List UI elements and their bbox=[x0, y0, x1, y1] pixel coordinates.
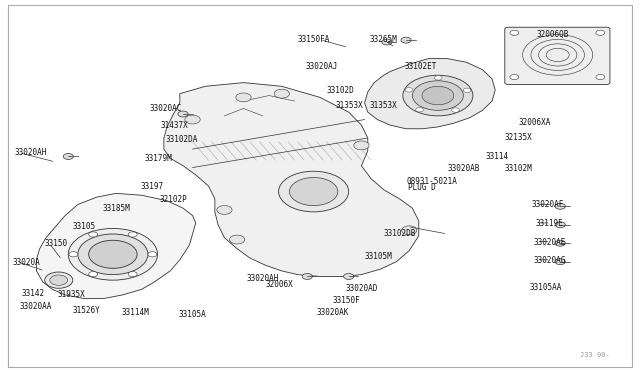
Polygon shape bbox=[164, 83, 419, 276]
Text: 31353X: 31353X bbox=[336, 101, 364, 110]
Text: 33185M: 33185M bbox=[102, 203, 130, 213]
Text: 33119E: 33119E bbox=[536, 219, 563, 228]
Circle shape bbox=[435, 76, 442, 80]
Text: 33142: 33142 bbox=[22, 289, 45, 298]
Text: 31437X: 31437X bbox=[161, 121, 188, 129]
Circle shape bbox=[555, 259, 565, 264]
Text: 33265M: 33265M bbox=[370, 35, 397, 44]
Text: 33114: 33114 bbox=[486, 152, 509, 161]
Text: 33020AG: 33020AG bbox=[534, 256, 566, 265]
Circle shape bbox=[89, 232, 98, 237]
Text: 33020AJ: 33020AJ bbox=[306, 61, 339, 71]
Text: 33020AK: 33020AK bbox=[316, 308, 349, 317]
Circle shape bbox=[236, 93, 251, 102]
Text: 33105: 33105 bbox=[73, 222, 96, 231]
Circle shape bbox=[382, 39, 392, 45]
Text: 33020AA: 33020AA bbox=[19, 302, 52, 311]
Circle shape bbox=[354, 141, 369, 150]
Text: 32006X: 32006X bbox=[266, 280, 294, 289]
Circle shape bbox=[555, 222, 565, 228]
Circle shape bbox=[278, 171, 349, 212]
Circle shape bbox=[510, 30, 519, 35]
Circle shape bbox=[596, 74, 605, 80]
Circle shape bbox=[128, 232, 137, 237]
Text: 31526Y: 31526Y bbox=[73, 306, 100, 315]
Text: 33105A: 33105A bbox=[179, 310, 206, 319]
Text: 31353X: 31353X bbox=[370, 101, 397, 110]
Circle shape bbox=[128, 272, 137, 277]
Text: 33102M: 33102M bbox=[505, 164, 532, 173]
Circle shape bbox=[289, 177, 338, 206]
Text: 33020A: 33020A bbox=[13, 258, 40, 267]
Circle shape bbox=[45, 272, 73, 288]
Circle shape bbox=[274, 89, 289, 98]
Circle shape bbox=[416, 108, 424, 112]
Text: J33 00-: J33 00- bbox=[580, 352, 610, 358]
Circle shape bbox=[555, 203, 565, 209]
Circle shape bbox=[185, 115, 200, 124]
Text: 32102P: 32102P bbox=[159, 195, 187, 204]
Text: 33020AH: 33020AH bbox=[14, 148, 47, 157]
Circle shape bbox=[89, 240, 137, 268]
Polygon shape bbox=[36, 193, 196, 299]
Text: 33179M: 33179M bbox=[145, 154, 173, 163]
Circle shape bbox=[344, 273, 354, 279]
Circle shape bbox=[217, 206, 232, 214]
Circle shape bbox=[68, 228, 157, 280]
Text: 33150: 33150 bbox=[45, 239, 68, 248]
Text: PLUG D: PLUG D bbox=[408, 183, 436, 192]
Circle shape bbox=[69, 252, 78, 257]
Circle shape bbox=[510, 74, 519, 80]
Text: 33102D: 33102D bbox=[326, 86, 354, 94]
Circle shape bbox=[89, 272, 98, 277]
Circle shape bbox=[178, 111, 188, 117]
Circle shape bbox=[422, 86, 454, 105]
Text: 33020AH: 33020AH bbox=[246, 274, 279, 283]
Circle shape bbox=[401, 226, 417, 235]
FancyBboxPatch shape bbox=[505, 27, 610, 84]
Circle shape bbox=[302, 273, 312, 279]
Text: 33020AD: 33020AD bbox=[346, 284, 378, 293]
Text: 33102DA: 33102DA bbox=[166, 135, 198, 144]
Text: 08931-5021A: 08931-5021A bbox=[406, 177, 457, 186]
Text: 32006XA: 32006XA bbox=[519, 118, 551, 127]
Text: 33197: 33197 bbox=[140, 182, 163, 191]
Text: 33150F: 33150F bbox=[333, 296, 360, 305]
Text: 33102ET: 33102ET bbox=[404, 61, 436, 71]
Circle shape bbox=[596, 30, 605, 35]
Circle shape bbox=[555, 240, 565, 246]
Polygon shape bbox=[365, 59, 495, 129]
Circle shape bbox=[401, 37, 411, 43]
Text: 32135X: 32135X bbox=[505, 133, 532, 142]
Text: 33020AC: 33020AC bbox=[149, 104, 182, 113]
Text: 33020AB: 33020AB bbox=[447, 164, 480, 173]
Circle shape bbox=[148, 252, 157, 257]
Circle shape bbox=[412, 81, 463, 110]
Circle shape bbox=[78, 234, 148, 275]
Circle shape bbox=[405, 88, 413, 92]
Text: 33114M: 33114M bbox=[121, 308, 149, 317]
Circle shape bbox=[452, 108, 460, 112]
Text: 33020AF: 33020AF bbox=[532, 200, 564, 209]
Text: 33150FA: 33150FA bbox=[298, 35, 330, 44]
Circle shape bbox=[63, 154, 74, 160]
Text: 33102DB: 33102DB bbox=[384, 230, 416, 238]
Text: 33020AE: 33020AE bbox=[534, 238, 566, 247]
Text: 32006QB: 32006QB bbox=[537, 30, 569, 39]
Circle shape bbox=[230, 235, 245, 244]
Text: 33105M: 33105M bbox=[365, 252, 392, 262]
Text: 33105AA: 33105AA bbox=[529, 283, 561, 292]
Circle shape bbox=[50, 275, 68, 285]
Circle shape bbox=[463, 88, 471, 93]
Circle shape bbox=[403, 75, 473, 116]
Text: 31935X: 31935X bbox=[58, 290, 85, 299]
